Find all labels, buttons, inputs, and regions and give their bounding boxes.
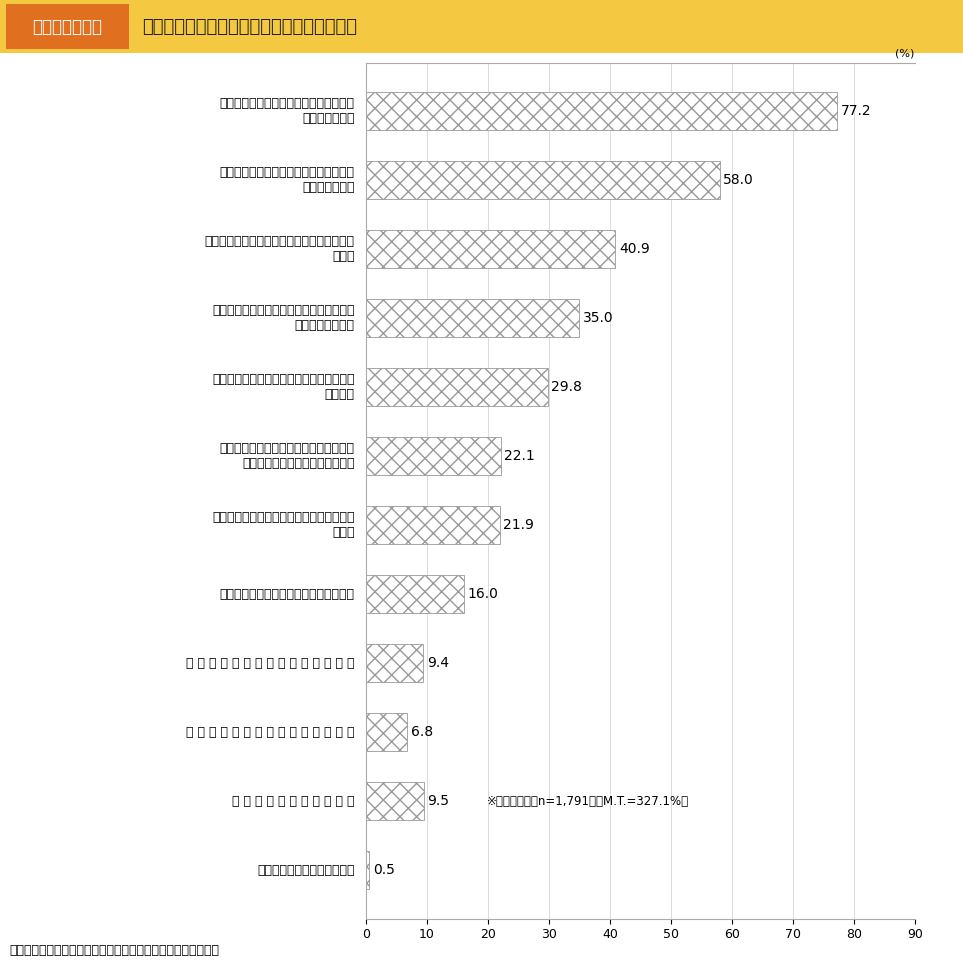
Text: 停電時に作動する足元灯や懐中電灯など
を準備している: 停電時に作動する足元灯や懐中電灯など を準備している bbox=[220, 166, 354, 194]
Bar bbox=[366, 299, 580, 337]
Text: 9.4: 9.4 bbox=[427, 657, 449, 670]
Text: 35.0: 35.0 bbox=[583, 311, 613, 325]
Text: 0.5: 0.5 bbox=[373, 864, 395, 877]
Text: 40.9: 40.9 bbox=[619, 242, 650, 256]
Bar bbox=[366, 230, 615, 268]
Bar bbox=[366, 368, 548, 406]
Text: 無　　　　　回　　　　　答: 無 回 答 bbox=[257, 864, 354, 877]
Bar bbox=[366, 851, 369, 890]
Text: 6.8: 6.8 bbox=[411, 725, 433, 740]
Bar bbox=[366, 161, 719, 199]
Text: 近くの学校や公民館などの避難場所・避難
経路を決めている: 近くの学校や公民館などの避難場所・避難 経路を決めている bbox=[212, 305, 354, 333]
Bar bbox=[366, 575, 463, 613]
Text: 風水害に備えて取っている対策（複数回答）: 風水害に備えて取っている対策（複数回答） bbox=[143, 17, 357, 36]
Bar bbox=[366, 92, 837, 131]
Text: 特 に 対 策 は 取 っ て い な い: 特 に 対 策 は 取 っ て い な い bbox=[232, 795, 354, 807]
Text: 図表１－１－２: 図表１－１－２ bbox=[33, 17, 102, 36]
Text: 16.0: 16.0 bbox=[467, 587, 498, 601]
Text: 屋 根 瓦 や 窓 な ど の 補 強 を し て い る: 屋 根 瓦 や 窓 な ど の 補 強 を し て い る bbox=[186, 726, 354, 739]
Bar bbox=[366, 782, 424, 820]
Text: 22.1: 22.1 bbox=[505, 450, 535, 463]
Bar bbox=[366, 437, 501, 475]
FancyBboxPatch shape bbox=[6, 4, 129, 49]
Bar bbox=[366, 507, 500, 544]
Text: 21.9: 21.9 bbox=[503, 518, 534, 532]
Text: 定期的に排水溝の掃除や、飛ぶ物の固定
など家の周りの処置を行っている: 定期的に排水溝の掃除や、飛ぶ物の固定 など家の周りの処置を行っている bbox=[220, 442, 354, 470]
Text: 貴重品などをすぐ持ち出せるように準備し
ている: 貴重品などをすぐ持ち出せるように準備し ている bbox=[212, 512, 354, 540]
Text: 77.2: 77.2 bbox=[841, 104, 872, 118]
Text: 出典：内閣府「防災に関する世論調査」（令和４年９月調査）: 出典：内閣府「防災に関する世論調査」（令和４年９月調査） bbox=[10, 945, 220, 957]
Text: (%): (%) bbox=[896, 48, 915, 59]
Text: 58.0: 58.0 bbox=[723, 173, 754, 188]
Text: 9.5: 9.5 bbox=[428, 794, 450, 808]
Text: 家族の安否確認の方法などを決めている: 家族の安否確認の方法などを決めている bbox=[220, 588, 354, 601]
Bar bbox=[366, 644, 424, 683]
Text: 食料・飲料水、日用品、医薬品などを準備し
ている: 食料・飲料水、日用品、医薬品などを準備し ている bbox=[204, 235, 354, 263]
Text: 浸水しやすい地域など、危険な場所を確認
している: 浸水しやすい地域など、危険な場所を確認 している bbox=[212, 373, 354, 401]
Text: 29.8: 29.8 bbox=[552, 380, 583, 395]
Text: 台風情報や大雨情報を意識的に収集する
ようにしている: 台風情報や大雨情報を意識的に収集する ようにしている bbox=[220, 97, 354, 125]
Text: ※　総　　数（n=1,791人、M.T.=327.1%）: ※ 総 数（n=1,791人、M.T.=327.1%） bbox=[487, 795, 690, 807]
Bar bbox=[366, 714, 407, 751]
Text: 防 災 訓 練 に 積 極 的 に 参 加 し て い る: 防 災 訓 練 に 積 極 的 に 参 加 し て い る bbox=[186, 657, 354, 670]
